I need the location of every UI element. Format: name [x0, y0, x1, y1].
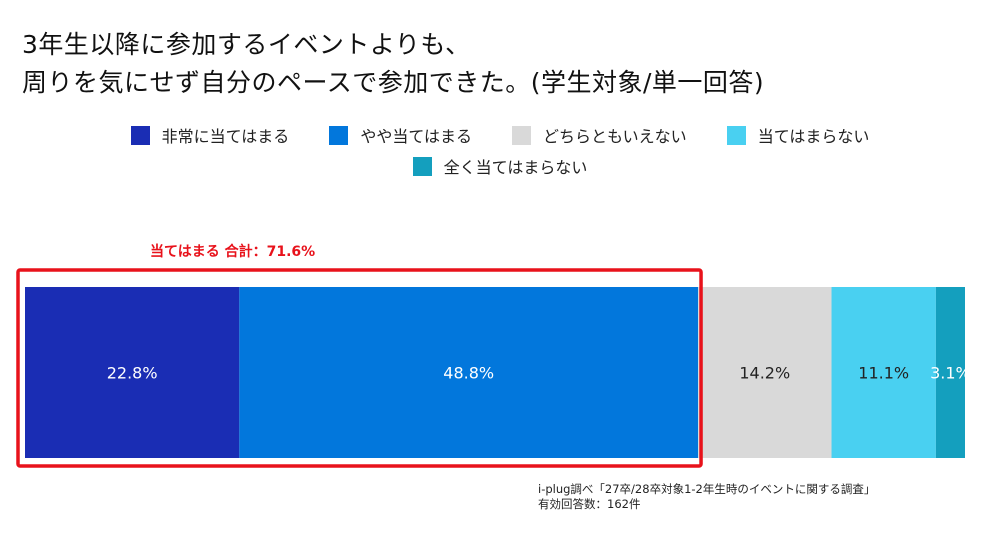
bar-segment-label-2: 14.2% [739, 364, 790, 383]
chart-title: 3年生以降に参加するイベントよりも、 周りを気にせず自分のペースで参加できた。(… [22, 26, 982, 102]
source-line-1: i-plug調べ「27卒/28卒対象1-2年生時のイベントに関する調査」 [538, 482, 876, 496]
legend-label: 全く当てはまらない [443, 158, 588, 177]
legend-swatch [130, 125, 150, 145]
bar-segment-4 [935, 287, 965, 458]
bar-segment-label-1: 48.8% [443, 364, 494, 383]
legend-row-2: 全く当てはまらない [0, 154, 1000, 178]
highlight-box [16, 268, 703, 468]
legend-swatch [412, 156, 432, 176]
legend-item-somewhat-true: やや当てはまる [329, 123, 472, 147]
chart-title-line-1: 3年生以降に参加するイベントよりも、 [22, 30, 471, 59]
legend-label: 当てはまらない [757, 127, 870, 146]
legend-item-neutral: どちらともいえない [512, 123, 687, 147]
bar-segment-3 [831, 287, 936, 458]
legend-row-1: 非常に当てはまる やや当てはまる どちらともいえない 当てはまらない [0, 123, 1000, 147]
highlight-total-label: 当てはまる 合計：71.6% [150, 244, 316, 260]
legend-label: 非常に当てはまる [161, 127, 290, 146]
legend-label: どちらともいえない [543, 127, 687, 146]
bar-segment-0 [25, 287, 240, 458]
bar-segment-2 [698, 287, 832, 458]
legend-item-not-true: 当てはまらない [726, 123, 870, 147]
legend-label: やや当てはまる [360, 127, 472, 146]
legend-swatch [726, 125, 746, 145]
legend-item-not-true-at-all: 全く当てはまらない [412, 154, 588, 178]
bar-segment-1 [239, 287, 699, 458]
bar-segment-label-3: 11.1% [858, 364, 909, 383]
bar-segment-label-4: 3.1% [930, 364, 971, 383]
source-line-2: 有効回答数：162件 [538, 497, 641, 511]
legend-item-very-true: 非常に当てはまる [130, 123, 290, 147]
source-note: i-plug調べ「27卒/28卒対象1-2年生時のイベントに関する調査」 有効回… [538, 482, 875, 512]
legend-swatch [512, 125, 531, 145]
bar-segment-label-0: 22.8% [107, 364, 158, 383]
chart-title-line-2: 周りを気にせず自分のペースで参加できた。(学生対象/単一回答) [22, 68, 765, 97]
legend-swatch [329, 125, 349, 145]
